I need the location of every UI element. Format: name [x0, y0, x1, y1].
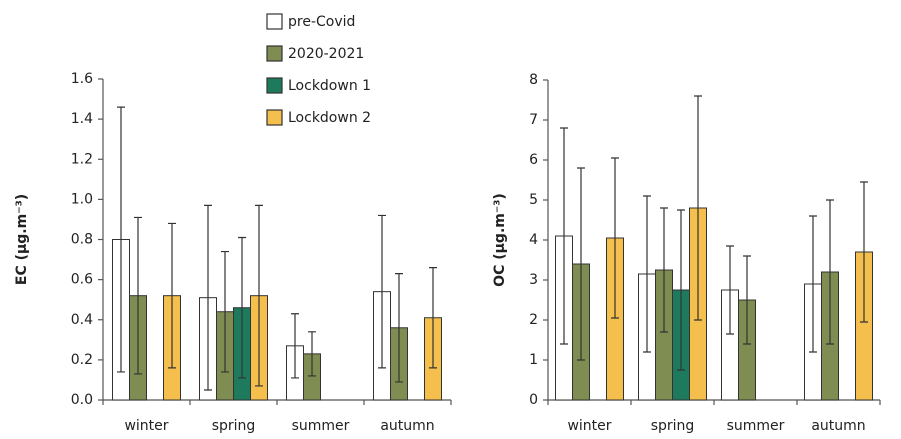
error-bar [809, 215, 817, 353]
legend-swatch [266, 45, 283, 62]
error-bar [611, 157, 619, 319]
x-tick-label: winter [124, 418, 168, 434]
error-bar [308, 331, 316, 377]
legend-label: Lockdown 1 [288, 78, 371, 94]
error-bar [134, 216, 142, 375]
y-tick-label: 4 [529, 232, 538, 248]
x-tick-label: summer [292, 418, 350, 434]
error-bar [238, 236, 246, 379]
y-axis-label: EC (µg.m⁻³) [14, 194, 30, 285]
error-bar [743, 255, 751, 345]
error-bar [560, 127, 568, 345]
error-bar [395, 273, 403, 383]
error-bar [255, 204, 263, 387]
y-tick-label: 6 [529, 152, 538, 168]
y-tick-label: 1.6 [71, 71, 93, 87]
error-bar [860, 181, 868, 323]
error-bar [117, 106, 125, 373]
error-bar [643, 195, 651, 353]
error-bar [168, 222, 176, 369]
y-tick-label: 0 [529, 392, 538, 408]
y-tick-label: 8 [529, 72, 538, 88]
y-tick-label: 1.2 [71, 151, 93, 167]
error-bar [291, 313, 299, 379]
legend-label: pre-Covid [288, 14, 355, 30]
y-axis-label: OC (µg.m⁻³) [492, 193, 508, 287]
error-bar [378, 214, 386, 369]
error-bar [726, 245, 734, 335]
legend-label: Lockdown 2 [288, 110, 371, 126]
y-tick-label: 1 [529, 352, 538, 368]
error-bar [826, 199, 834, 345]
legend-swatch [266, 77, 283, 94]
legend-swatch [266, 109, 283, 126]
x-tick-label: autumn [380, 418, 434, 434]
error-bar [221, 250, 229, 373]
x-tick-label: spring [212, 418, 256, 434]
error-bar [204, 204, 212, 391]
y-tick-label: 0.6 [71, 272, 93, 288]
y-tick-label: 2 [529, 312, 538, 328]
error-bar [429, 266, 437, 369]
y-tick-label: 0.8 [71, 232, 93, 248]
error-bar [660, 207, 668, 333]
y-tick-label: 0.0 [71, 392, 93, 408]
x-tick-label: winter [567, 418, 611, 434]
y-tick-label: 1.0 [71, 191, 93, 207]
y-tick-label: 0.4 [71, 312, 93, 328]
y-tick-label: 1.4 [71, 111, 93, 127]
legend-label: 2020-2021 [288, 46, 364, 62]
x-tick-label: summer [727, 418, 785, 434]
y-tick-label: 3 [529, 272, 538, 288]
x-tick-label: autumn [811, 418, 865, 434]
legend-swatch [266, 13, 283, 30]
y-tick-label: 5 [529, 192, 538, 208]
y-tick-label: 7 [529, 112, 538, 128]
y-tick-label: 0.2 [71, 352, 93, 368]
error-bar [577, 167, 585, 361]
error-bar [677, 209, 685, 371]
x-tick-label: spring [651, 418, 695, 434]
error-bar [694, 95, 702, 321]
